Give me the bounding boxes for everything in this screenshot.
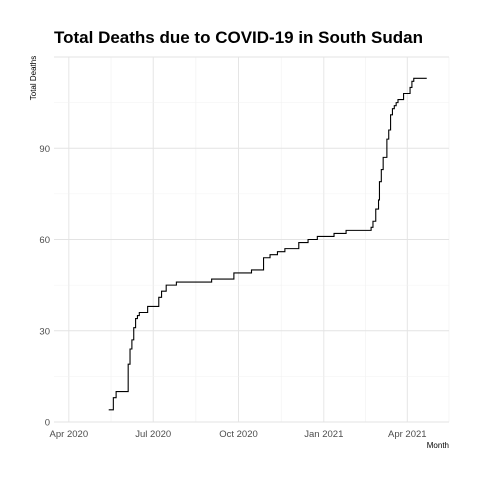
x-tick-label: Jan 2021 — [304, 429, 343, 440]
series-line — [108, 77, 427, 411]
gridlines — [54, 56, 450, 423]
x-tick-label: Jul 2020 — [135, 429, 171, 440]
y-tick-label: 0 — [45, 418, 50, 429]
y-axis-title: Total Deaths — [29, 56, 38, 100]
x-axis-title: Month — [427, 441, 449, 450]
x-tick-label: Apr 2021 — [388, 429, 427, 440]
y-tick-label: 90 — [39, 144, 50, 155]
chart-title: Total Deaths due to COVID-19 in South Su… — [54, 28, 423, 47]
y-tick-label: 60 — [39, 235, 50, 246]
x-tick-label: Oct 2020 — [219, 429, 258, 440]
y-tick-label: 30 — [39, 326, 50, 337]
y-tick-labels: 0 30 60 90 — [39, 144, 50, 429]
x-tick-label: Apr 2020 — [50, 429, 89, 440]
x-tick-labels: Apr 2020 Jul 2020 Oct 2020 Jan 2021 Apr 2021 — [50, 429, 427, 440]
